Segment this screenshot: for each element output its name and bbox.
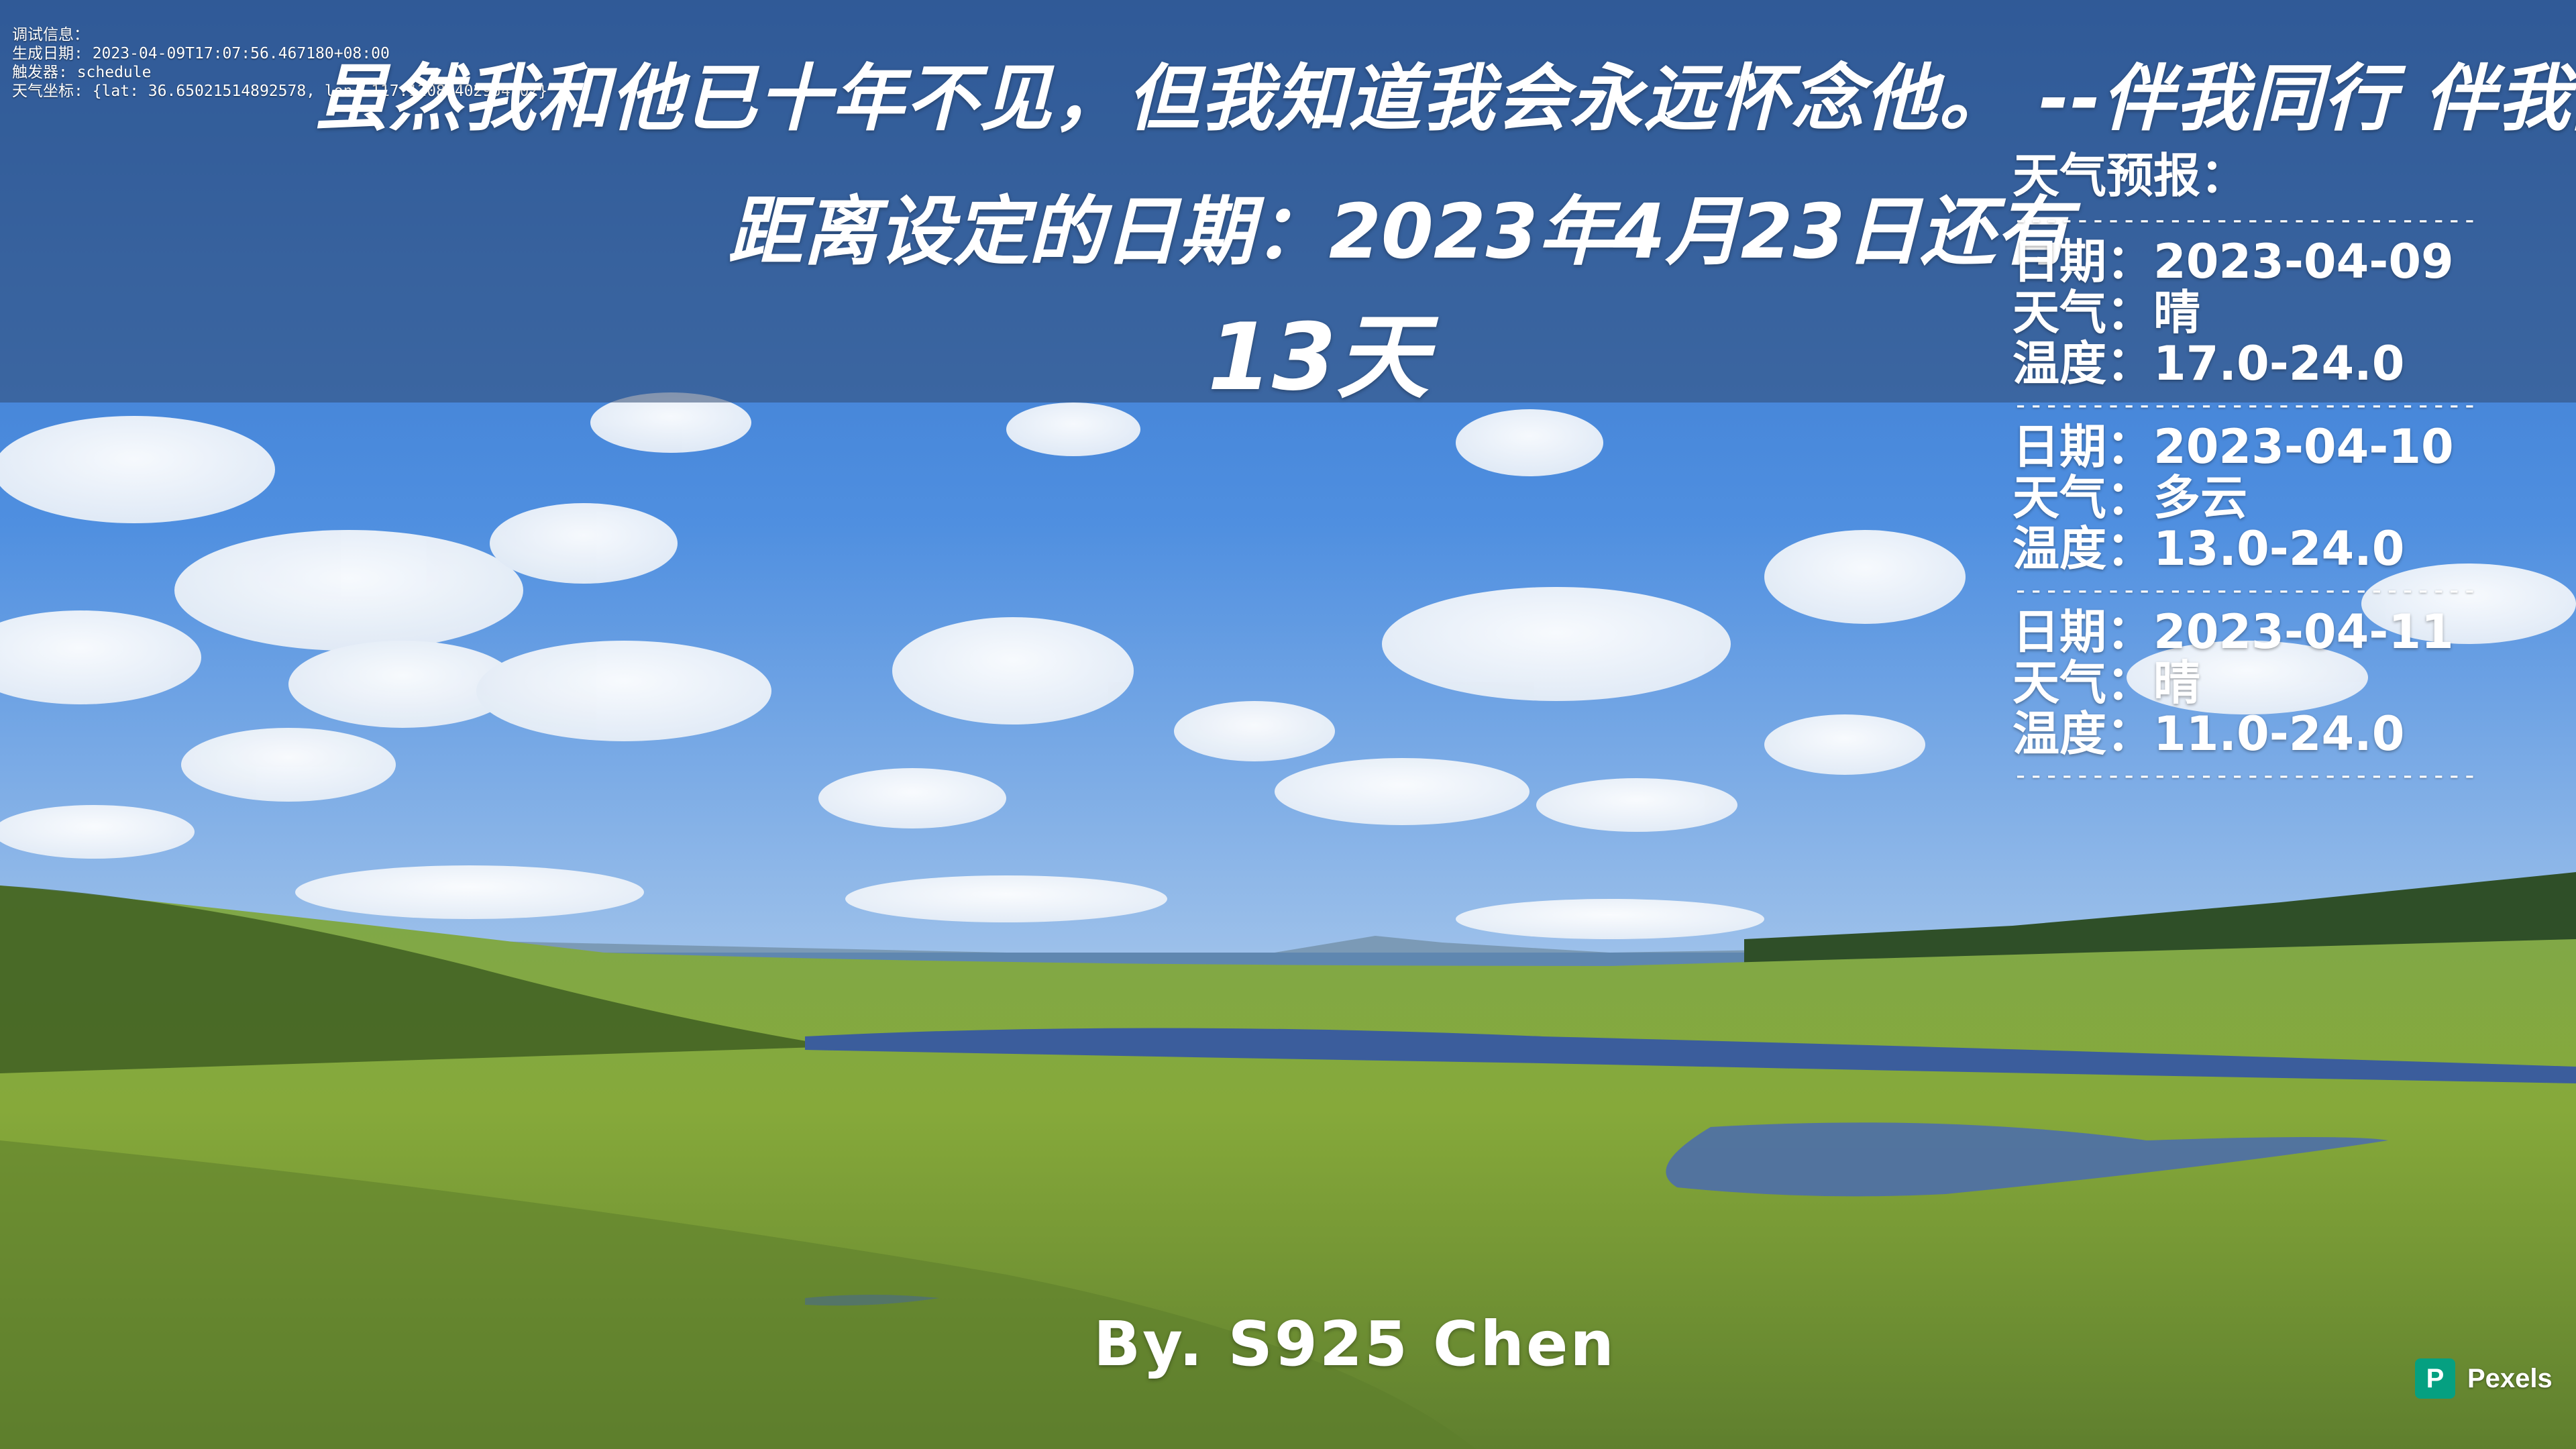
weather-temperature: 温度：11.0-24.0 <box>2012 706 2405 761</box>
debug-line: 调试信息： <box>12 26 89 44</box>
weather-condition: 天气：多云 <box>2012 470 2247 525</box>
debug-line: 天气坐标: {lat: 36.65021514892578, lon: 117.… <box>12 83 548 100</box>
weather-condition: 天气：晴 <box>2012 285 2200 340</box>
weather-divider: ------------------------------ <box>2012 760 2477 791</box>
countdown-days: 13天 <box>1208 303 1430 411</box>
weather-temperature: 温度：13.0-24.0 <box>2012 521 2405 576</box>
pexels-credit[interactable]: P Pexels <box>2415 1358 2553 1399</box>
quote-text: 虽然我和他已十年不见，但我知道我会永远怀念他。 --伴我同行 伴我同行 <box>315 57 2576 141</box>
weather-date: 日期：2023-04-10 <box>2012 419 2454 474</box>
debug-line: 触发器: schedule <box>12 64 152 81</box>
weather-date: 日期：2023-04-09 <box>2012 234 2454 289</box>
weather-title: 天气预报： <box>2012 148 2247 203</box>
pexels-label: Pexels <box>2467 1363 2553 1393</box>
weather-condition: 天气：晴 <box>2012 655 2200 710</box>
weather-temperature: 温度：17.0-24.0 <box>2012 336 2405 391</box>
pexels-logo-icon: P <box>2415 1358 2455 1399</box>
debug-info-block: 调试信息： 生成日期: 2023-04-09T17:07:56.467180+0… <box>12 25 547 101</box>
weather-day: 日期：2023-04-11 天气：晴 温度：11.0-24.0 <box>2012 606 2509 759</box>
weather-forecast-panel: 天气预报： ------------------------------ 日期：… <box>2012 148 2509 792</box>
countdown-label: 距离设定的日期：2023年4月23日还有 <box>728 189 2071 276</box>
author-byline: By. S925 Chen <box>1093 1308 1616 1380</box>
weather-day: 日期：2023-04-10 天气：多云 温度：13.0-24.0 <box>2012 421 2509 574</box>
weather-day: 日期：2023-04-09 天气：晴 温度：17.0-24.0 <box>2012 236 2509 389</box>
weather-date: 日期：2023-04-11 <box>2012 604 2454 659</box>
weather-divider: ------------------------------ <box>2012 575 2477 606</box>
top-banner-overlay <box>0 0 2576 402</box>
debug-line: 生成日期: 2023-04-09T17:07:56.467180+08:00 <box>12 45 390 62</box>
weather-divider: ------------------------------ <box>2012 390 2477 421</box>
weather-divider: ------------------------------ <box>2012 205 2477 235</box>
